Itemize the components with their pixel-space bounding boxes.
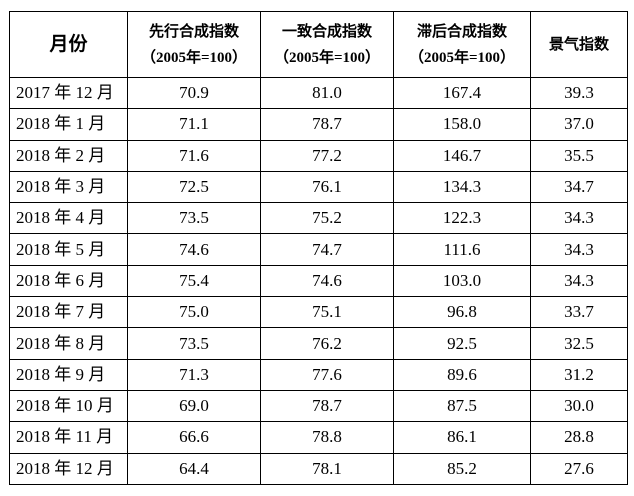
header-coincident-index: 一致合成指数 （2005年=100） xyxy=(260,11,394,78)
cell-climate-index: 28.8 xyxy=(530,421,628,454)
table-row: 2018 年 1 月 71.1 78.7 158.0 37.0 xyxy=(9,108,628,141)
header-text: 景气指数 xyxy=(548,36,609,53)
cell-coincident-index: 78.7 xyxy=(260,389,394,423)
cell-climate-index: 34.3 xyxy=(530,264,628,298)
cell-leading-index: 66.6 xyxy=(127,421,261,454)
cell-lagging-index: 89.6 xyxy=(393,358,531,391)
cell-lagging-index: 146.7 xyxy=(393,139,531,172)
cell-climate-index: 27.6 xyxy=(530,452,628,485)
header-text: 滞后合成指数 xyxy=(416,23,507,40)
cell-coincident-index: 76.1 xyxy=(260,170,394,204)
cell-month: 2018 年 3 月 xyxy=(9,170,128,204)
cell-coincident-index: 74.6 xyxy=(260,264,394,298)
cell-lagging-index: 167.4 xyxy=(393,76,531,110)
cell-coincident-index: 76.2 xyxy=(260,327,394,360)
cell-lagging-index: 87.5 xyxy=(393,389,531,423)
header-text: 先行合成指数 xyxy=(148,23,239,40)
cell-climate-index: 39.3 xyxy=(530,76,628,110)
cell-climate-index: 37.0 xyxy=(530,108,628,141)
cell-coincident-index: 78.7 xyxy=(260,108,394,141)
header-leading-index: 先行合成指数 （2005年=100） xyxy=(127,11,261,78)
cell-month: 2018 年 4 月 xyxy=(9,202,128,235)
cell-leading-index: 71.6 xyxy=(127,139,261,172)
cell-month: 2018 年 6 月 xyxy=(9,264,128,298)
cell-lagging-index: 96.8 xyxy=(393,296,531,329)
table-row: 2018 年 2 月 71.6 77.2 146.7 35.5 xyxy=(9,139,628,172)
table-row: 2018 年 8 月 73.5 76.2 92.5 32.5 xyxy=(9,327,628,360)
header-subtext: （2005年=100） xyxy=(408,49,516,66)
cell-coincident-index: 75.1 xyxy=(260,296,394,329)
cell-climate-index: 34.3 xyxy=(530,233,628,266)
table-row: 2018 年 3 月 72.5 76.1 134.3 34.7 xyxy=(9,170,628,204)
table-row: 2018 年 7 月 75.0 75.1 96.8 33.7 xyxy=(9,296,628,329)
cell-month: 2018 年 1 月 xyxy=(9,108,128,141)
cell-climate-index: 32.5 xyxy=(530,327,628,360)
header-subtext: （2005年=100） xyxy=(273,49,381,66)
cell-leading-index: 69.0 xyxy=(127,389,261,423)
cell-leading-index: 64.4 xyxy=(127,452,261,485)
table-row: 2017 年 12 月 70.9 81.0 167.4 39.3 xyxy=(9,76,628,110)
table-row: 2018 年 4 月 73.5 75.2 122.3 34.3 xyxy=(9,202,628,235)
index-table: 月份 先行合成指数 （2005年=100） 一致合成指数 （2005年=100） 滞… xyxy=(9,11,628,485)
cell-lagging-index: 85.2 xyxy=(393,452,531,485)
header-subtext: （2005年=100） xyxy=(140,49,248,66)
cell-month: 2017 年 12 月 xyxy=(9,76,128,110)
cell-coincident-index: 74.7 xyxy=(260,233,394,266)
header-climate-index: 景气指数 xyxy=(530,11,628,78)
cell-lagging-index: 103.0 xyxy=(393,264,531,298)
cell-climate-index: 34.3 xyxy=(530,202,628,235)
cell-coincident-index: 77.2 xyxy=(260,139,394,172)
cell-coincident-index: 81.0 xyxy=(260,76,394,110)
cell-month: 2018 年 12 月 xyxy=(9,452,128,485)
cell-coincident-index: 78.1 xyxy=(260,452,394,485)
table-row: 2018 年 5 月 74.6 74.7 111.6 34.3 xyxy=(9,233,628,266)
cell-leading-index: 75.4 xyxy=(127,264,261,298)
cell-climate-index: 35.5 xyxy=(530,139,628,172)
header-month: 月份 xyxy=(9,11,128,78)
cell-lagging-index: 134.3 xyxy=(393,170,531,204)
cell-month: 2018 年 11 月 xyxy=(9,421,128,454)
cell-month: 2018 年 7 月 xyxy=(9,296,128,329)
header-row: 月份 先行合成指数 （2005年=100） 一致合成指数 （2005年=100） 滞… xyxy=(9,11,628,78)
cell-month: 2018 年 2 月 xyxy=(9,139,128,172)
cell-climate-index: 30.0 xyxy=(530,389,628,423)
cell-lagging-index: 86.1 xyxy=(393,421,531,454)
cell-leading-index: 71.1 xyxy=(127,108,261,141)
cell-lagging-index: 111.6 xyxy=(393,233,531,266)
header-lagging-index: 滞后合成指数 （2005年=100） xyxy=(393,11,531,78)
cell-lagging-index: 158.0 xyxy=(393,108,531,141)
cell-month: 2018 年 8 月 xyxy=(9,327,128,360)
cell-lagging-index: 92.5 xyxy=(393,327,531,360)
cell-leading-index: 73.5 xyxy=(127,202,261,235)
cell-coincident-index: 77.6 xyxy=(260,358,394,391)
cell-leading-index: 70.9 xyxy=(127,76,261,110)
header-text: 一致合成指数 xyxy=(281,23,372,40)
table-row: 2018 年 10 月 69.0 78.7 87.5 30.0 xyxy=(9,389,628,423)
cell-coincident-index: 75.2 xyxy=(260,202,394,235)
cell-climate-index: 33.7 xyxy=(530,296,628,329)
cell-month: 2018 年 5 月 xyxy=(9,233,128,266)
cell-climate-index: 31.2 xyxy=(530,358,628,391)
cell-coincident-index: 78.8 xyxy=(260,421,394,454)
table-row: 2018 年 6 月 75.4 74.6 103.0 34.3 xyxy=(9,264,628,298)
cell-leading-index: 75.0 xyxy=(127,296,261,329)
cell-climate-index: 34.7 xyxy=(530,170,628,204)
table-row: 2018 年 9 月 71.3 77.6 89.6 31.2 xyxy=(9,358,628,391)
cell-leading-index: 73.5 xyxy=(127,327,261,360)
table-row: 2018 年 12 月 64.4 78.1 85.2 27.6 xyxy=(9,452,628,485)
cell-month: 2018 年 10 月 xyxy=(9,389,128,423)
cell-leading-index: 72.5 xyxy=(127,170,261,204)
cell-lagging-index: 122.3 xyxy=(393,202,531,235)
cell-month: 2018 年 9 月 xyxy=(9,358,128,391)
table-row: 2018 年 11 月 66.6 78.8 86.1 28.8 xyxy=(9,421,628,454)
header-text: 月份 xyxy=(49,33,88,55)
cell-leading-index: 74.6 xyxy=(127,233,261,266)
cell-leading-index: 71.3 xyxy=(127,358,261,391)
